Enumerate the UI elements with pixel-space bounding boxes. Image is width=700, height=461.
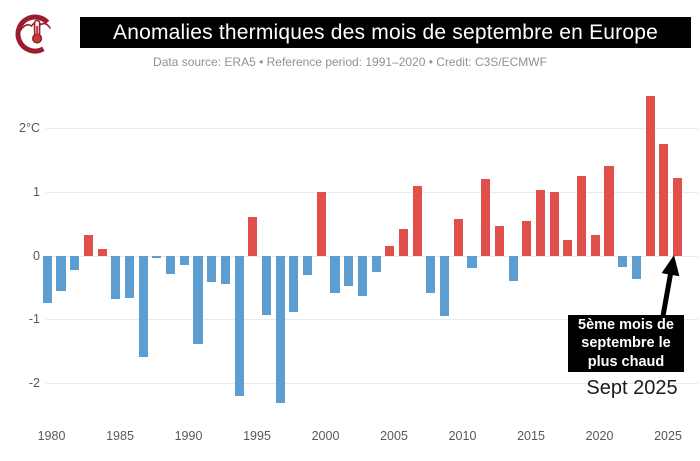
annotation-caption: Sept 2025	[586, 377, 678, 399]
x-tick-label-2015: 2015	[517, 429, 545, 443]
bar-1994	[248, 216, 258, 256]
y-tick-label: -2	[28, 376, 40, 391]
bar-2024	[659, 143, 669, 256]
bar-2013	[508, 255, 518, 282]
y-tick-label: 0	[33, 248, 40, 263]
bar-2004	[385, 246, 395, 256]
bar-2020	[604, 165, 614, 256]
y-tick-label: -1	[28, 312, 40, 327]
bar-1996	[275, 255, 285, 404]
x-tick-label-2020: 2020	[585, 429, 614, 443]
bar-2002	[357, 255, 367, 296]
bar-2015	[535, 190, 546, 256]
thermometer-mercury	[36, 26, 39, 36]
bar-2007	[426, 255, 436, 293]
bar-1984	[111, 255, 121, 299]
bar-2016	[549, 192, 559, 256]
x-tick-label-2010: 2010	[448, 429, 477, 443]
bar-1988	[166, 255, 176, 275]
bar-2000	[330, 255, 340, 293]
climate-thermometer-logo-icon	[15, 14, 55, 54]
bar-1981	[70, 255, 80, 270]
bar-2021	[618, 255, 628, 268]
x-tick-label-1995: 1995	[243, 429, 271, 443]
x-tick-label-1985: 1985	[106, 429, 134, 443]
bar-1991	[207, 255, 217, 282]
x-tick-label-1980: 1980	[37, 429, 66, 443]
bar-2011	[481, 179, 491, 256]
annotation-box: 5ème mois de septembre le plus chaud	[568, 315, 684, 372]
page-title: Anomalies thermiques des mois de septemb…	[80, 17, 691, 48]
bar-1999	[316, 192, 326, 256]
bar-2005	[398, 228, 409, 256]
bar-2003	[371, 255, 381, 273]
bar-1985	[124, 255, 135, 299]
bar-2012	[494, 226, 504, 256]
bar-2023	[645, 96, 655, 256]
bar-2001	[344, 255, 354, 286]
bar-1986	[138, 255, 148, 357]
bar-2009	[453, 219, 463, 256]
y-tick-label: 2°C	[19, 121, 40, 136]
bar-2008	[440, 255, 450, 317]
bar-1993	[234, 255, 244, 397]
bar-2006	[412, 185, 422, 256]
data-source-line: Data source: ERA5 • Reference period: 19…	[153, 55, 547, 69]
gridline-2	[46, 128, 698, 130]
bar-1990	[193, 255, 203, 344]
bar-2010	[467, 255, 477, 269]
bar-1980	[56, 255, 66, 291]
bar-1995	[261, 255, 272, 315]
bar-2014	[522, 220, 532, 256]
x-tick-label-2000: 2000	[311, 429, 340, 443]
bar-2022	[631, 255, 641, 280]
bar-2018	[577, 176, 587, 256]
bar-2019	[590, 234, 600, 256]
gridline-1	[46, 192, 698, 193]
bar-1987	[152, 255, 162, 259]
bar-2025	[672, 177, 683, 256]
bar-1982	[83, 234, 93, 256]
bar-1998	[303, 255, 313, 275]
bar-1989	[179, 255, 189, 266]
y-tick-label: 1	[33, 185, 40, 199]
gridline--2	[46, 383, 698, 385]
bar-1992	[220, 255, 230, 285]
bar-1979	[42, 255, 52, 304]
bar-2017	[563, 239, 573, 256]
bar-1983	[97, 249, 107, 256]
x-tick-label-2005: 2005	[380, 429, 408, 443]
x-tick-label-1990: 1990	[174, 429, 203, 443]
bar-1997	[289, 255, 299, 312]
gridline--1	[46, 319, 698, 321]
x-tick-label-2025: 2025	[654, 429, 682, 443]
